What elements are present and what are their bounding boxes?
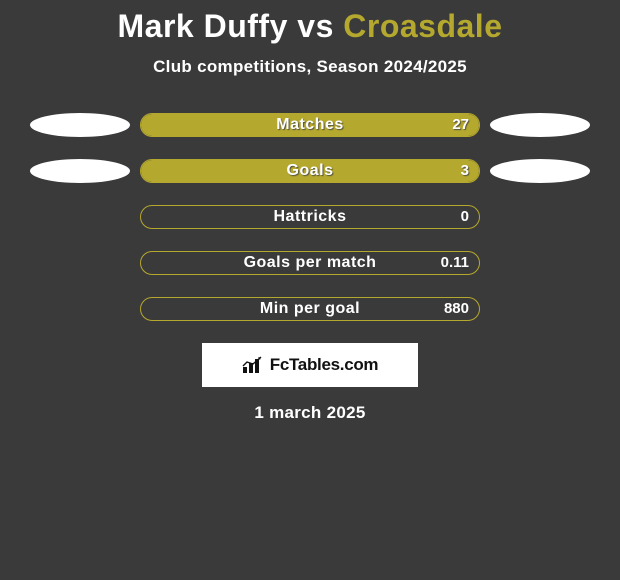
comparison-chart: Matches27 Goals3 Hattricks0 Goals per match… (0, 113, 620, 321)
stat-label: Matches (141, 114, 479, 136)
title-player1: Mark Duffy (118, 8, 288, 44)
title-player2: Croasdale (343, 8, 502, 44)
stat-bar: Min per goal880 (140, 297, 480, 321)
stat-value: 27 (452, 114, 469, 136)
stat-value: 0.11 (441, 252, 469, 274)
stat-label: Hattricks (141, 206, 479, 228)
stat-row: Goals3 (0, 159, 620, 183)
stat-value: 880 (444, 298, 469, 320)
stat-label: Min per goal (141, 298, 479, 320)
stat-bar: Goals3 (140, 159, 480, 183)
stat-label: Goals per match (141, 252, 479, 274)
stat-bar: Goals per match0.11 (140, 251, 480, 275)
stat-row: Hattricks0 (0, 205, 620, 229)
stat-label: Goals (141, 160, 479, 182)
left-ellipse (30, 113, 130, 137)
stat-bar: Matches27 (140, 113, 480, 137)
brand-text: FcTables.com (270, 355, 379, 375)
comparison-title: Mark Duffy vs Croasdale (0, 8, 620, 45)
stat-value: 0 (461, 206, 469, 228)
right-ellipse (490, 159, 590, 183)
stat-bar: Hattricks0 (140, 205, 480, 229)
stat-value: 3 (461, 160, 469, 182)
title-vs: vs (297, 8, 334, 44)
left-ellipse (30, 159, 130, 183)
brand-badge[interactable]: FcTables.com (202, 343, 418, 387)
subtitle: Club competitions, Season 2024/2025 (0, 57, 620, 77)
right-ellipse (490, 113, 590, 137)
stat-row: Goals per match0.11 (0, 251, 620, 275)
bar-chart-icon (242, 356, 264, 374)
stat-row: Matches27 (0, 113, 620, 137)
footer-date: 1 march 2025 (0, 403, 620, 423)
stat-row: Min per goal880 (0, 297, 620, 321)
